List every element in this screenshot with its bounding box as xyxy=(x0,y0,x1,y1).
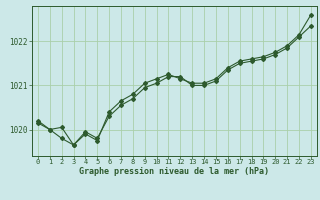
X-axis label: Graphe pression niveau de la mer (hPa): Graphe pression niveau de la mer (hPa) xyxy=(79,167,269,176)
